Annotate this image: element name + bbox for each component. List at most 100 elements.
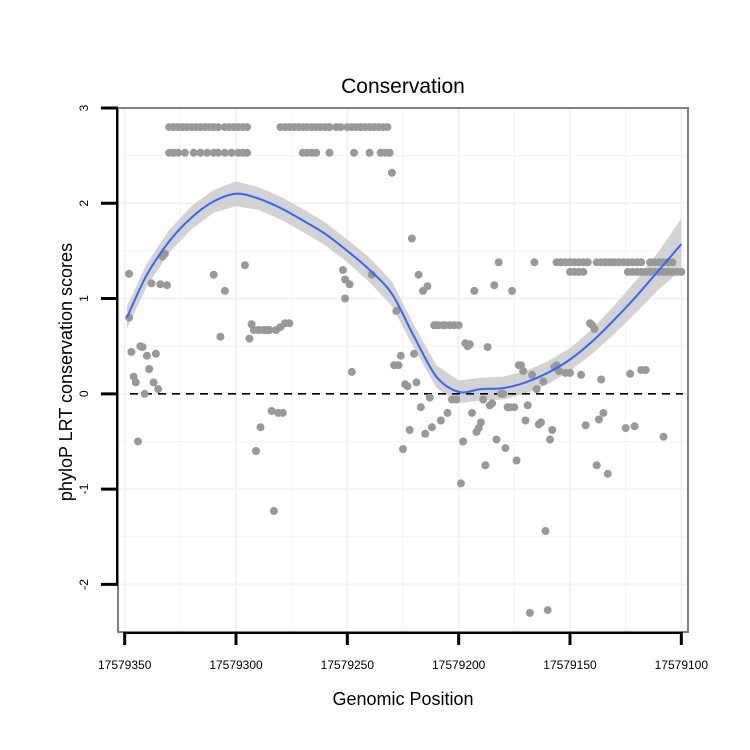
data-point — [465, 340, 474, 349]
data-point — [392, 306, 401, 315]
data-point — [501, 444, 510, 453]
data-point — [312, 148, 321, 157]
x-tick-label: 17579350 — [98, 658, 152, 672]
data-point — [214, 123, 223, 132]
data-point — [592, 461, 601, 470]
data-point — [459, 437, 468, 446]
data-point — [416, 403, 425, 412]
data-point — [410, 349, 419, 358]
data-point — [668, 258, 677, 267]
data-point — [599, 408, 608, 417]
data-point — [523, 401, 532, 410]
data-point — [626, 369, 635, 378]
data-point — [541, 527, 550, 535]
data-point — [220, 148, 229, 157]
data-point — [456, 479, 465, 488]
x-tick-label: 17579150 — [543, 658, 597, 672]
data-point — [597, 375, 606, 384]
y-tick-label: -2 — [77, 579, 91, 590]
data-point — [590, 325, 599, 333]
data-point — [147, 279, 156, 288]
data-point — [149, 378, 158, 387]
data-point — [163, 281, 171, 290]
data-point — [483, 343, 492, 352]
data-point — [131, 378, 140, 387]
data-point — [581, 421, 590, 430]
data-point — [267, 407, 276, 415]
data-point — [134, 437, 142, 446]
data-point — [659, 432, 668, 441]
data-point — [512, 456, 521, 465]
data-point — [436, 416, 445, 425]
data-point — [227, 148, 236, 157]
data-point — [345, 280, 354, 289]
data-point — [603, 469, 612, 478]
y-tick-label: 1 — [77, 295, 91, 302]
data-point — [151, 349, 160, 358]
y-axis-label: phyloP LRT conservation scores — [56, 243, 76, 501]
data-point — [548, 426, 557, 434]
data-point — [677, 267, 686, 276]
data-point — [577, 370, 586, 379]
data-point — [532, 385, 541, 394]
data-point — [521, 416, 530, 425]
chart-title: Conservation — [341, 75, 465, 98]
data-point — [209, 270, 218, 279]
data-point — [470, 286, 479, 295]
x-axis-label: Genomic Position — [332, 689, 473, 709]
data-point — [403, 382, 412, 391]
data-point — [240, 261, 249, 270]
x-tick-label: 17579200 — [432, 658, 486, 672]
data-point — [499, 389, 508, 398]
data-point — [490, 281, 499, 290]
data-point — [443, 408, 452, 417]
data-point — [252, 447, 260, 455]
data-point — [269, 507, 278, 515]
data-point — [138, 343, 147, 352]
data-point — [278, 408, 287, 417]
data-point — [174, 148, 183, 157]
data-point — [594, 415, 603, 424]
x-tick-label: 17579300 — [209, 658, 263, 672]
data-point — [414, 270, 423, 279]
data-point — [519, 367, 528, 375]
data-point — [510, 403, 519, 412]
data-point — [338, 266, 347, 274]
data-point — [256, 423, 265, 432]
y-axis: -2 -1 0 1 2 3 — [77, 104, 118, 590]
data-point — [383, 123, 392, 132]
data-point — [412, 378, 421, 387]
data-point — [365, 148, 374, 157]
x-tick-label: 17579100 — [655, 658, 709, 672]
data-point — [396, 351, 405, 360]
data-point — [245, 334, 254, 343]
data-point — [423, 282, 432, 291]
x-tick-label: 17579250 — [321, 658, 375, 672]
data-point — [189, 148, 198, 157]
data-point — [425, 393, 434, 402]
data-point — [468, 408, 476, 417]
data-point — [220, 286, 229, 295]
data-point — [399, 445, 407, 454]
data-point — [325, 123, 334, 132]
data-point — [216, 332, 225, 341]
data-point — [476, 418, 485, 427]
data-point — [243, 148, 252, 157]
data-point — [454, 321, 463, 330]
data-points — [125, 123, 686, 617]
y-tick-label: 0 — [77, 390, 91, 397]
data-point — [539, 377, 548, 386]
data-point — [127, 347, 136, 356]
data-point — [543, 606, 552, 615]
data-point — [243, 123, 252, 132]
data-point — [160, 249, 169, 258]
data-point — [637, 258, 646, 267]
data-point — [641, 366, 650, 374]
data-point — [492, 435, 501, 444]
data-point — [530, 258, 539, 267]
data-point — [421, 429, 430, 438]
data-point — [583, 258, 592, 267]
data-point — [154, 385, 163, 394]
data-point — [407, 234, 416, 243]
